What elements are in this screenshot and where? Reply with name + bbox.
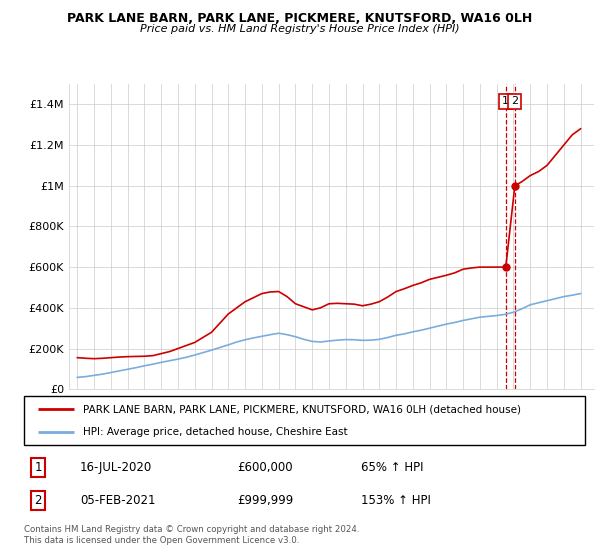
Text: 153% ↑ HPI: 153% ↑ HPI: [361, 494, 430, 507]
Text: 2: 2: [34, 494, 42, 507]
Text: PARK LANE BARN, PARK LANE, PICKMERE, KNUTSFORD, WA16 0LH (detached house): PARK LANE BARN, PARK LANE, PICKMERE, KNU…: [83, 404, 521, 414]
Text: 16-JUL-2020: 16-JUL-2020: [80, 461, 152, 474]
Text: £999,999: £999,999: [237, 494, 293, 507]
Text: 2: 2: [511, 96, 518, 106]
Text: £600,000: £600,000: [237, 461, 293, 474]
Text: 1: 1: [34, 461, 42, 474]
Text: 1: 1: [502, 96, 509, 106]
Text: Contains HM Land Registry data © Crown copyright and database right 2024.
This d: Contains HM Land Registry data © Crown c…: [24, 525, 359, 545]
Text: 05-FEB-2021: 05-FEB-2021: [80, 494, 155, 507]
Text: HPI: Average price, detached house, Cheshire East: HPI: Average price, detached house, Ches…: [83, 427, 347, 437]
Text: PARK LANE BARN, PARK LANE, PICKMERE, KNUTSFORD, WA16 0LH: PARK LANE BARN, PARK LANE, PICKMERE, KNU…: [67, 12, 533, 25]
Text: Price paid vs. HM Land Registry's House Price Index (HPI): Price paid vs. HM Land Registry's House …: [140, 24, 460, 34]
Text: 65% ↑ HPI: 65% ↑ HPI: [361, 461, 423, 474]
